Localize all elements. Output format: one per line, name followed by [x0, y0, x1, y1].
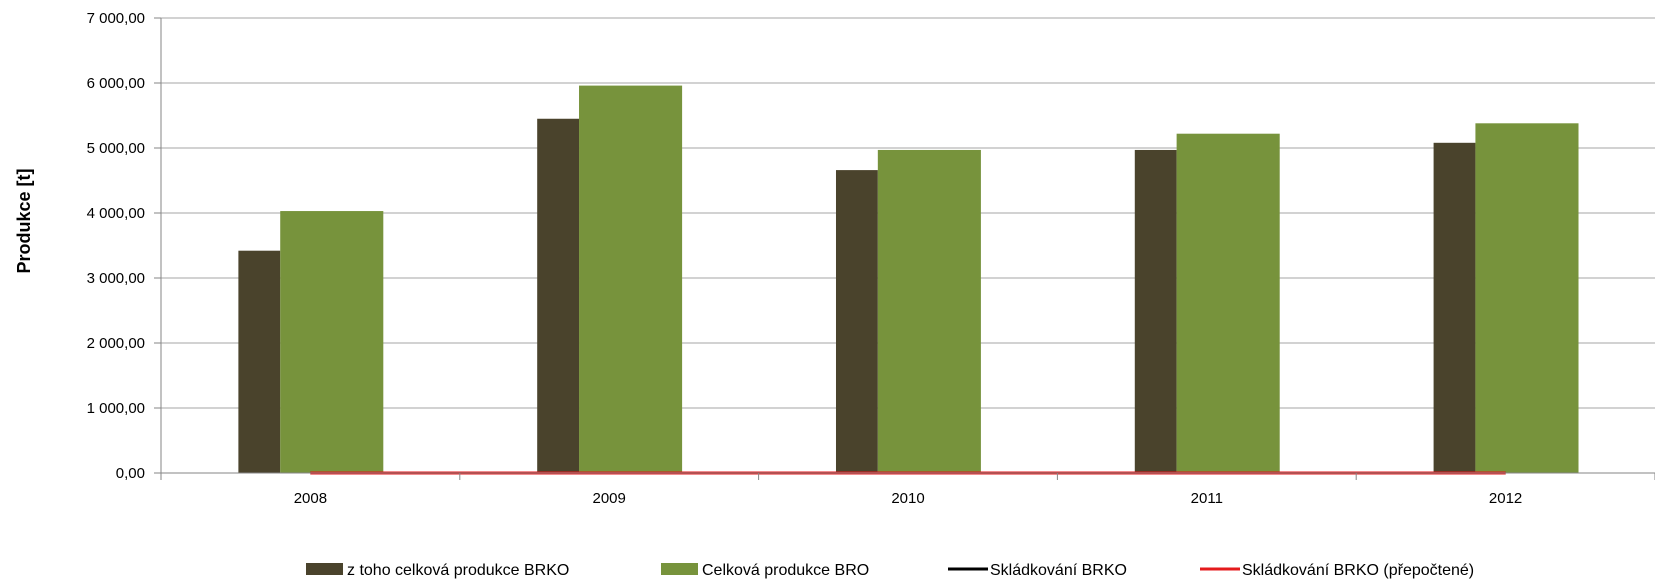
legend-swatch	[306, 563, 343, 575]
legend: z toho celková produkce BRKO Celková prod…	[306, 562, 1474, 579]
bar	[1134, 149, 1177, 473]
y-tick-label: 7 000,00	[87, 10, 145, 27]
y-tick-label: 4 000,00	[87, 205, 145, 222]
y-tick-label: 0,00	[116, 465, 145, 482]
bar	[537, 118, 580, 473]
bar	[280, 211, 384, 474]
x-tick-label: 2011	[1191, 490, 1223, 507]
y-tick-label: 2 000,00	[87, 335, 145, 352]
legend-label: Celková produkce BRO	[702, 562, 869, 579]
bar	[579, 85, 683, 473]
x-tick-label: 2012	[1489, 490, 1522, 507]
bar	[238, 250, 281, 473]
legend-label: z toho celková produkce BRKO	[347, 562, 569, 579]
x-tick-label: 2010	[891, 490, 924, 507]
legend-label: Skládkování BRKO (přepočtené)	[1242, 562, 1474, 579]
y-tick-label: 1 000,00	[87, 400, 145, 417]
axes: 0,00 1 000,00 2 000,00 3 000,00 4 000,00 5 00…	[87, 10, 1655, 507]
bar	[1176, 133, 1280, 473]
y-axis-title: Produkce [t]	[14, 168, 34, 273]
x-tick-label: 2009	[593, 490, 626, 507]
y-tick-label: 6 000,00	[87, 75, 145, 92]
y-tick-label: 3 000,00	[87, 270, 145, 287]
legend-label: Skládkování BRKO	[990, 562, 1127, 579]
bar	[1475, 123, 1579, 474]
bar	[835, 170, 878, 473]
bar	[877, 149, 981, 473]
legend-swatch	[661, 563, 698, 575]
x-tick-label: 2008	[294, 490, 327, 507]
bars	[238, 85, 1579, 474]
y-tick-label: 5 000,00	[87, 140, 145, 157]
bar	[1433, 142, 1476, 474]
